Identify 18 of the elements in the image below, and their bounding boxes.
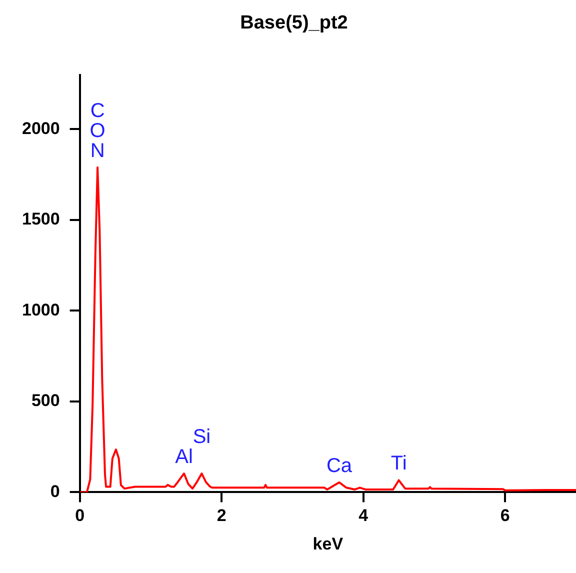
x-tick-label: 0 (75, 506, 85, 526)
annotation: N (90, 140, 105, 162)
x-tick-label: 2 (216, 506, 226, 526)
y-tick-label: 1500 (22, 210, 60, 229)
y-tick-label: 2000 (22, 118, 60, 138)
chart-title: Base(5)_pt2 (240, 12, 348, 34)
y-tick-label: 0 (50, 482, 60, 501)
annotation: Si (192, 426, 211, 448)
annotation: Ca (326, 454, 353, 477)
x-tick-label: 6 (500, 506, 510, 526)
annotation: C (90, 100, 105, 122)
y-tick-label: 500 (31, 391, 60, 410)
annotation: O (90, 120, 106, 142)
annotation: Al (175, 446, 193, 468)
x-tick-label: 4 (358, 506, 369, 526)
y-tick-label: 1000 (22, 300, 60, 320)
annotation: Ti (390, 452, 407, 475)
x-axis-title: keV (312, 534, 344, 554)
